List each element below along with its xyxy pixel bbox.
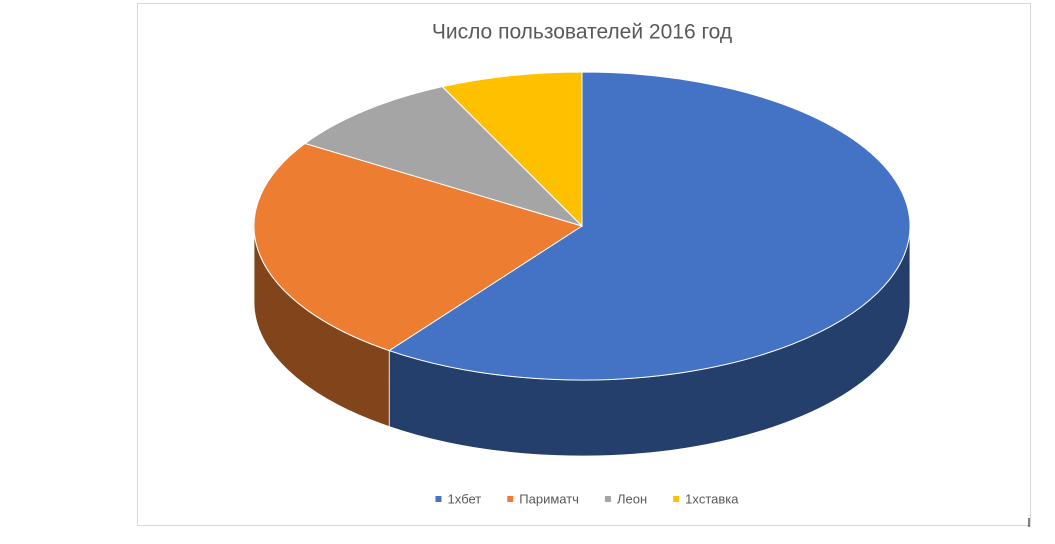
legend-swatch bbox=[507, 496, 514, 502]
pie-slice bbox=[388, 71, 911, 381]
pie-slice bbox=[253, 142, 584, 352]
legend-label: 1xставка bbox=[685, 491, 739, 506]
chart-title: Число пользователей 2016 год bbox=[432, 21, 732, 44]
legend-label: 1xбет bbox=[447, 491, 481, 506]
pie-slice bbox=[441, 71, 583, 228]
pie-top bbox=[253, 71, 911, 381]
legend-swatch bbox=[604, 496, 611, 502]
legend-label: Леон bbox=[617, 491, 647, 506]
pie-slice bbox=[303, 86, 583, 227]
legend-label: Париматч bbox=[519, 491, 579, 506]
legend-swatch bbox=[435, 496, 442, 502]
legend: 1xбет Париматч Леон 1xставка bbox=[435, 491, 739, 506]
legend-swatch bbox=[673, 496, 680, 502]
